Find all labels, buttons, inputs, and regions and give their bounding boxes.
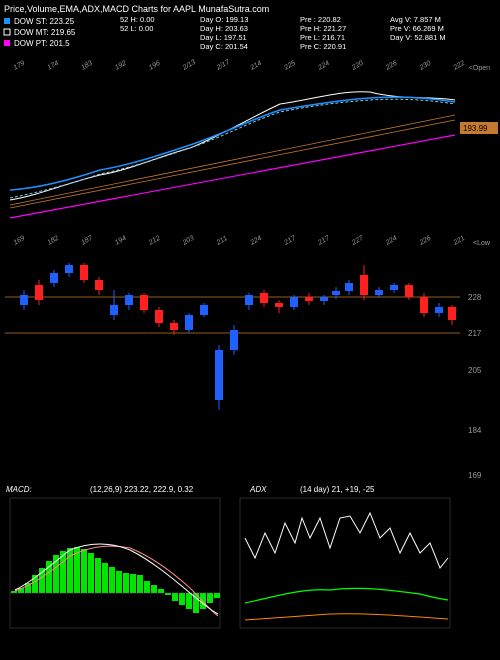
- stat-value: 52 H: 0.00: [120, 15, 155, 24]
- macd-hist-bar: [151, 585, 157, 593]
- y-axis-label: 217: [468, 329, 482, 338]
- macd-hist-bar: [144, 581, 150, 593]
- macd-hist-bar: [88, 553, 94, 593]
- macd-label: MACD:: [6, 485, 32, 494]
- macd-hist-bar: [123, 573, 129, 593]
- candle-body: [375, 290, 383, 295]
- candle-body: [345, 283, 353, 291]
- macd-hist-bar: [158, 589, 164, 593]
- macd-hist-bar: [179, 593, 185, 605]
- stat-value: 52 L: 0.00: [120, 24, 153, 33]
- candle-body: [215, 350, 223, 400]
- macd-hist-bar: [186, 593, 192, 609]
- stat-value: Pre H: 221.27: [300, 24, 346, 33]
- candle-body: [448, 307, 456, 320]
- y-axis-label: 169: [468, 471, 482, 480]
- chart-title: Price,Volume,EMA,ADX,MACD Charts for AAP…: [4, 4, 269, 14]
- candle-body: [332, 291, 340, 295]
- macd-hist-bar: [207, 593, 213, 603]
- stat-value: Day V: 52.881 M: [390, 33, 446, 42]
- y-axis-label: 205: [468, 366, 482, 375]
- axis-tag: <Open: [469, 65, 490, 72]
- stat-value: Pre C: 220.91: [300, 42, 346, 51]
- candle-body: [305, 297, 313, 301]
- macd-hist-bar: [137, 575, 143, 593]
- candle-body: [200, 305, 208, 315]
- candle-body: [155, 310, 163, 323]
- candle-body: [65, 265, 73, 273]
- axis-tag: <Low: [473, 240, 491, 247]
- macd-hist-bar: [165, 593, 171, 595]
- y-axis-label: 228: [468, 293, 482, 302]
- stat-value: Day H: 203.63: [200, 24, 248, 33]
- stat-value: Day C: 201.54: [200, 42, 248, 51]
- candle-body: [260, 293, 268, 303]
- macd-hist-bar: [172, 593, 178, 601]
- candle-body: [140, 295, 148, 310]
- candle-body: [290, 297, 298, 307]
- candle-body: [420, 297, 428, 313]
- candle-body: [405, 285, 413, 297]
- candle-body: [275, 303, 283, 307]
- stat-value: Pre L: 216.71: [300, 33, 345, 42]
- stat-value: Day O: 199.13: [200, 15, 248, 24]
- candle-body: [185, 315, 193, 330]
- candle-body: [170, 323, 178, 330]
- stat-value: Avg V: 7.857 M: [390, 15, 441, 24]
- adx-params: (14 day) 21, +19, -25: [300, 485, 375, 494]
- stat-value: Pre : 220.82: [300, 15, 341, 24]
- macd-hist-bar: [116, 571, 122, 593]
- macd-hist-bar: [109, 567, 115, 593]
- adx-label: ADX: [249, 485, 267, 494]
- chart-container: Price,Volume,EMA,ADX,MACD Charts for AAP…: [0, 0, 500, 660]
- stat-value: Day L: 197.51: [200, 33, 247, 42]
- candle-body: [245, 295, 253, 305]
- legend-label: DOW ST: 223.25: [14, 17, 75, 26]
- price-tag-label: 193.99: [463, 124, 488, 133]
- macd-hist-bar: [46, 561, 52, 593]
- candle-body: [20, 295, 28, 305]
- legend-marker: [4, 40, 10, 46]
- candle-body: [390, 285, 398, 290]
- macd-params: (12,26,9) 223.22, 222.9, 0.32: [90, 485, 194, 494]
- legend-marker: [4, 18, 10, 24]
- stat-value: Pre V: 66.269 M: [390, 24, 444, 33]
- macd-hist-bar: [95, 558, 101, 593]
- candle-body: [95, 280, 103, 290]
- y-axis-label: 184: [468, 426, 482, 435]
- candle-body: [80, 265, 88, 280]
- candle-body: [110, 305, 118, 315]
- candle-body: [125, 295, 133, 305]
- macd-hist-bar: [11, 591, 17, 593]
- candle-body: [50, 273, 58, 283]
- macd-hist-bar: [102, 563, 108, 593]
- candle-body: [360, 275, 368, 295]
- candle-body: [320, 297, 328, 301]
- legend-label: DOW PT: 201.5: [14, 39, 70, 48]
- candle-body: [230, 330, 238, 350]
- macd-hist-bar: [81, 549, 87, 593]
- macd-hist-bar: [130, 574, 136, 593]
- macd-hist-bar: [214, 593, 220, 598]
- legend-label: DOW MT: 219.65: [14, 28, 76, 37]
- candle-body: [35, 285, 43, 300]
- candle-body: [435, 307, 443, 313]
